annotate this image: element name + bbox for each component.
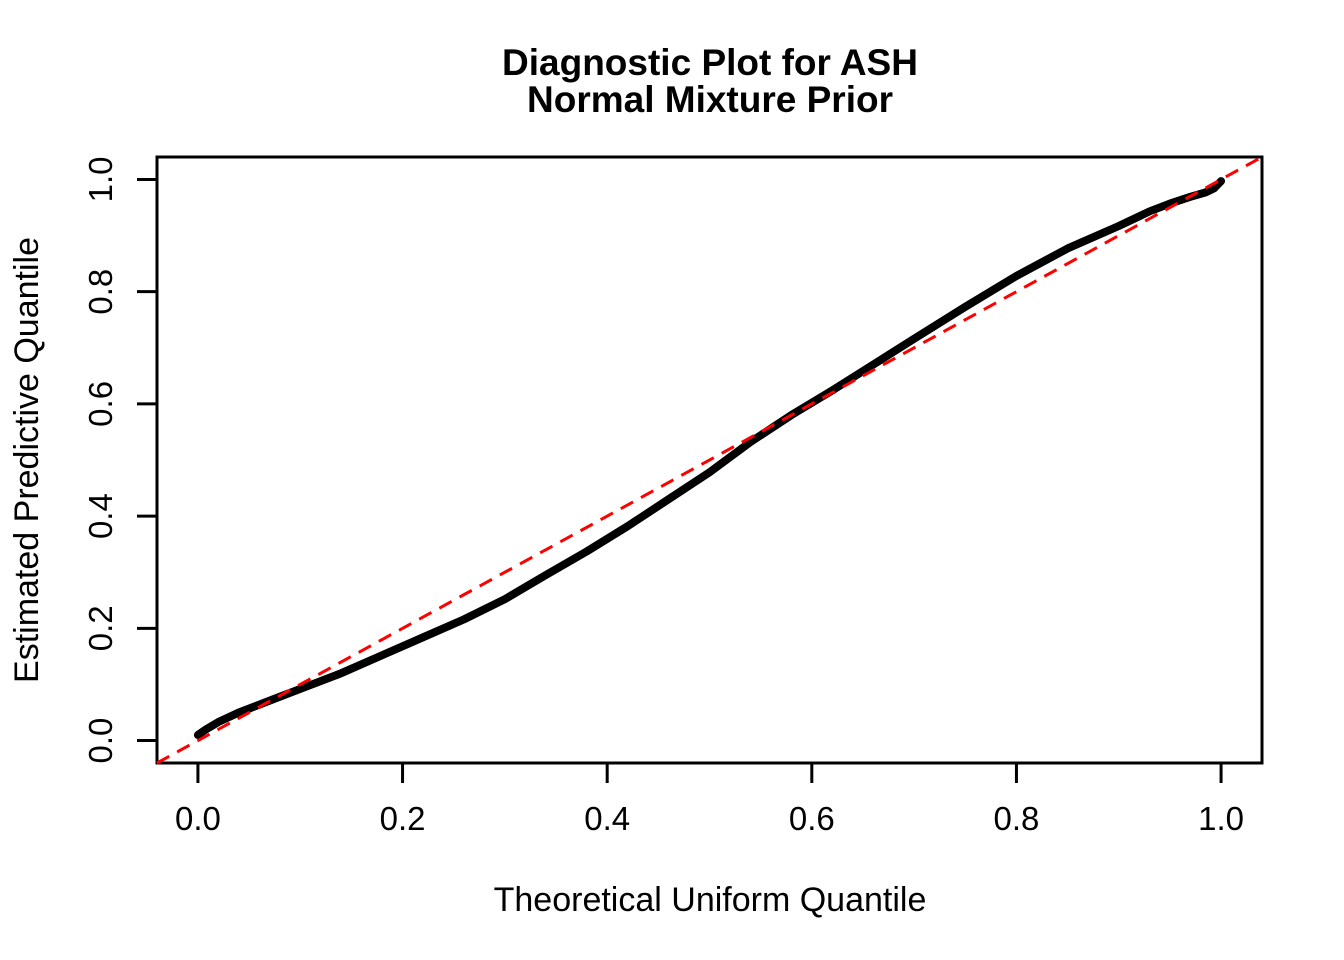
- x-axis-ticks: 0.0 0.2 0.4 0.6 0.8 1.0: [175, 763, 1244, 837]
- plot-box: [155, 155, 1264, 765]
- y-tick-label: 0.2: [82, 605, 119, 651]
- reference-line: [156, 155, 1263, 765]
- y-tick-label: 0.4: [82, 493, 119, 539]
- y-tick-label: 0.0: [82, 718, 119, 764]
- y-tick-label: 1.0: [82, 157, 119, 203]
- plot-title-line-2: Normal Mixture Prior: [527, 79, 893, 120]
- y-tick-label: 0.8: [82, 269, 119, 315]
- x-tick-label: 0.8: [994, 800, 1040, 837]
- x-tick-label: 0.2: [380, 800, 426, 837]
- x-tick-label: 0.4: [584, 800, 630, 837]
- x-axis-label: Theoretical Uniform Quantile: [494, 881, 927, 919]
- y-axis-ticks: 0.0 0.2 0.4 0.6 0.8 1.0: [82, 157, 157, 764]
- x-tick-label: 0.0: [175, 800, 221, 837]
- x-tick-label: 1.0: [1198, 800, 1244, 837]
- y-axis-label: Estimated Predictive Quantile: [8, 237, 46, 683]
- y-tick-label: 0.6: [82, 381, 119, 427]
- x-tick-label: 0.6: [789, 800, 835, 837]
- plot-title-line-1: Diagnostic Plot for ASH: [502, 42, 918, 83]
